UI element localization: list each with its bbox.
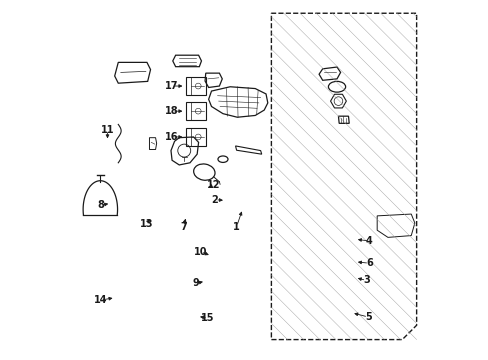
Text: 1: 1 <box>233 222 240 231</box>
Text: 11: 11 <box>101 125 114 135</box>
Text: 18: 18 <box>165 106 179 116</box>
Text: 12: 12 <box>207 180 220 190</box>
Text: 7: 7 <box>180 222 186 231</box>
Text: 15: 15 <box>201 313 214 323</box>
Text: 14: 14 <box>93 295 107 305</box>
Text: 17: 17 <box>165 81 179 91</box>
Text: 16: 16 <box>165 132 179 142</box>
Text: 2: 2 <box>211 195 218 205</box>
Text: 8: 8 <box>98 200 104 210</box>
Text: 4: 4 <box>365 236 372 246</box>
Text: 6: 6 <box>365 258 372 268</box>
Text: 10: 10 <box>194 247 207 257</box>
Text: 13: 13 <box>140 219 153 229</box>
Text: 5: 5 <box>364 312 371 322</box>
Text: 3: 3 <box>362 275 369 285</box>
Text: 9: 9 <box>192 278 199 288</box>
